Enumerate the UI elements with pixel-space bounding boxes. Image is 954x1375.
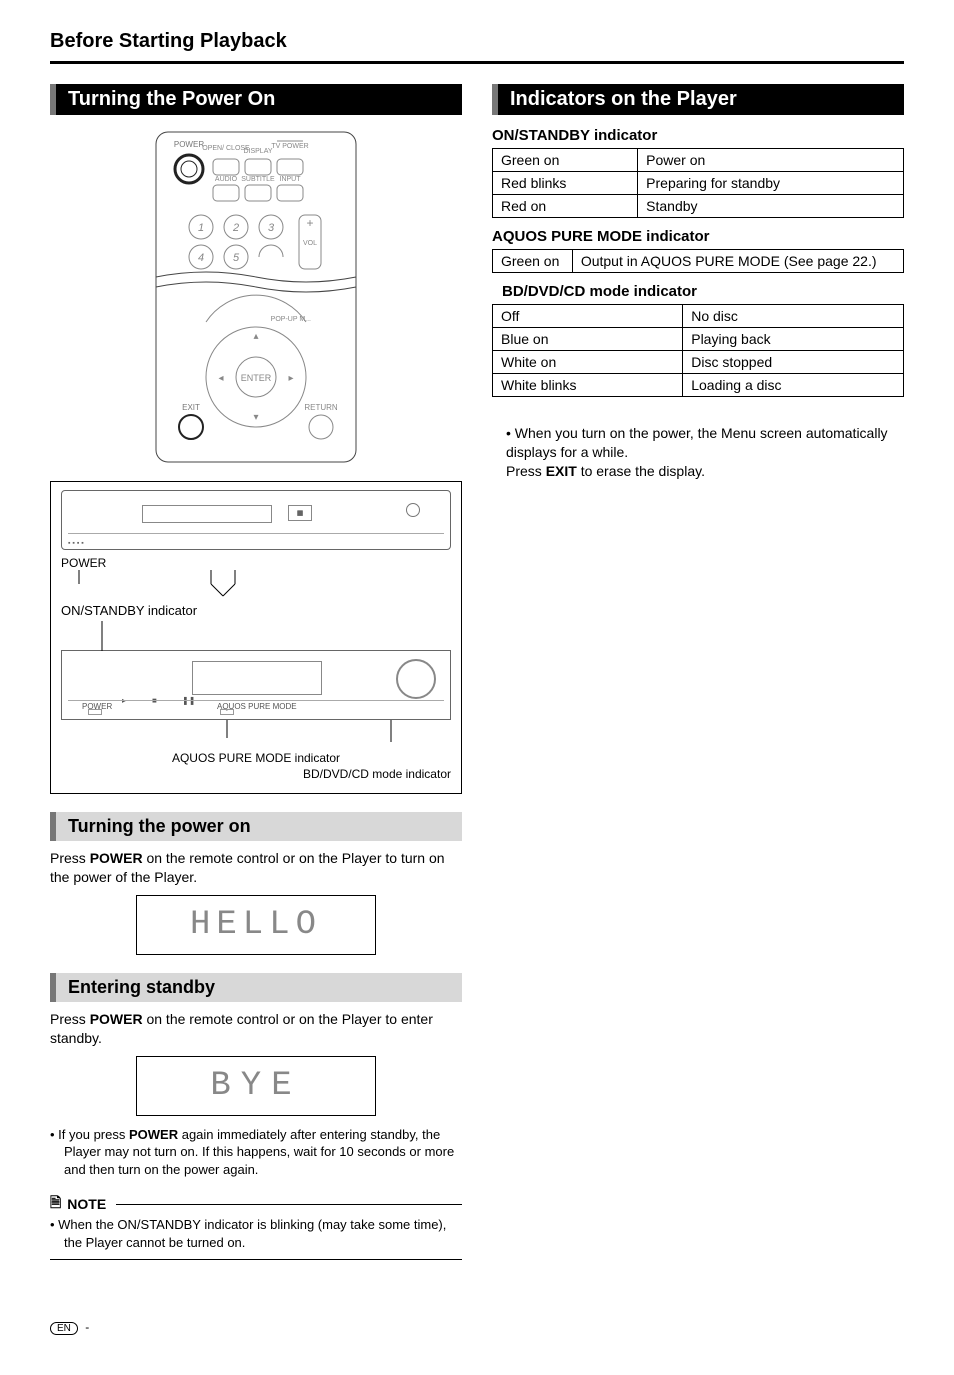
title-rule: [50, 61, 904, 64]
table-row: Green onOutput in AQUOS PURE MODE (See p…: [493, 250, 904, 273]
onstandby-head: ON/STANDBY indicator: [492, 127, 904, 144]
table-row: White onDisc stopped: [493, 351, 904, 374]
aquos-head: AQUOS PURE MODE indicator: [492, 228, 904, 245]
pointer-line-2: [61, 720, 451, 742]
remote-label-subtitle: SUBTITLE: [241, 176, 275, 183]
section-turning-power-on: Turning the Power On: [50, 84, 462, 115]
remote-label-vol: VOL: [303, 240, 317, 247]
turning-on-text: Press POWER on the remote control or on …: [50, 849, 462, 887]
remote-label-audio: AUDIO: [215, 176, 238, 183]
svg-text:▴: ▴: [253, 331, 258, 342]
section-indicators: Indicators on the Player: [492, 84, 904, 115]
onstandby-caption: ON/STANDBY indicator: [61, 603, 451, 618]
table-row: Red blinksPreparing for standby: [493, 172, 904, 195]
svg-text:+: +: [306, 216, 313, 230]
pointer-line-1: [61, 570, 451, 600]
bddvd-caption: BD/DVD/CD mode indicator: [61, 767, 451, 781]
svg-text:◂: ◂: [218, 373, 223, 384]
remote-label-enter: ENTER: [241, 373, 272, 383]
note-header: 🗎 NOTE: [50, 1192, 462, 1216]
table-row: Red onStandby: [493, 195, 904, 218]
table-row: Green onPower on: [493, 149, 904, 172]
standby-text: Press POWER on the remote control or on …: [50, 1010, 462, 1048]
remote-label-exit: EXIT: [182, 403, 200, 412]
standby-bullet: • If you press POWER again immediately a…: [50, 1126, 462, 1179]
indicator-panel: POWER AQUOS PURE MODE ▸ ■ ❚❚: [61, 650, 451, 720]
bddvd-table: OffNo disc Blue onPlaying back White onD…: [492, 304, 904, 397]
page-footer: EN -: [50, 1320, 904, 1335]
aquos-table: Green onOutput in AQUOS PURE MODE (See p…: [492, 249, 904, 273]
after-tables-text: • When you turn on the power, the Menu s…: [492, 405, 904, 481]
page-title: Before Starting Playback: [50, 30, 904, 53]
subsection-entering-standby: Entering standby: [50, 973, 462, 1002]
svg-text:4: 4: [198, 252, 204, 264]
note-body: • When the ON/STANDBY indicator is blink…: [50, 1216, 462, 1260]
note-label: NOTE: [67, 1196, 106, 1212]
table-row: White blinksLoading a disc: [493, 374, 904, 397]
player-diagram: ▦ ▪ ▪ ▪ ▪ POWER ON/STANDBY indicator POW…: [50, 481, 462, 794]
aquos-caption: AQUOS PURE MODE indicator: [61, 751, 451, 765]
hello-display: HELLO: [136, 895, 376, 955]
svg-text:▸: ▸: [288, 373, 293, 384]
remote-label-display: DISPLAY: [243, 148, 272, 155]
subsection-turning-on: Turning the power on: [50, 812, 462, 841]
table-row: OffNo disc: [493, 305, 904, 328]
player-front: ▦ ▪ ▪ ▪ ▪: [61, 490, 451, 550]
svg-text:▾: ▾: [253, 412, 258, 423]
svg-text:1: 1: [198, 222, 204, 234]
remote-label-tvpower: TV POWER: [271, 143, 308, 150]
note-icon: 🗎: [50, 1192, 61, 1216]
remote-label-popup: POP-UP M...: [271, 316, 311, 323]
remote-label-input: INPUT: [280, 176, 302, 183]
remote-diagram: POWER OPEN/ CLOSE DISPLAY TV POWER AUDIO…: [151, 127, 361, 467]
svg-text:3: 3: [268, 222, 275, 234]
svg-text:5: 5: [233, 252, 240, 264]
player-power-label: POWER: [61, 556, 451, 570]
remote-label-return: RETURN: [304, 403, 338, 412]
bddvd-head: BD/DVD/CD mode indicator: [502, 283, 904, 300]
remote-label-power: POWER: [174, 140, 204, 149]
en-badge: EN: [50, 1322, 78, 1335]
bye-display: BYE: [136, 1056, 376, 1116]
table-row: Blue onPlaying back: [493, 328, 904, 351]
onstandby-table: Green onPower on Red blinksPreparing for…: [492, 148, 904, 218]
svg-text:2: 2: [232, 222, 239, 234]
